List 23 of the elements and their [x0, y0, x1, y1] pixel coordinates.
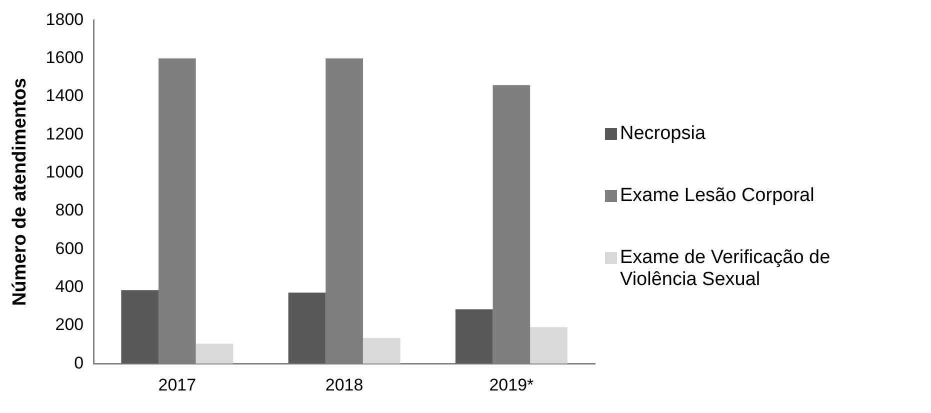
- y-tick-label: 1400: [46, 86, 84, 106]
- bar: [362, 338, 400, 364]
- legend-label: Necropsia: [620, 122, 706, 144]
- y-tick-label: 600: [55, 238, 84, 258]
- legend-label: Exame Lesão Corporal: [620, 184, 814, 206]
- y-tick-label: 800: [55, 200, 84, 220]
- x-tick-label: 2018: [325, 375, 364, 394]
- y-tick-label: 200: [55, 315, 84, 334]
- bar: [121, 290, 159, 364]
- y-axis-title: Número de atendimentos: [10, 78, 31, 306]
- y-tick-label: 1600: [46, 48, 84, 68]
- x-tick-label: 2019*: [489, 375, 534, 394]
- bar: [530, 327, 568, 364]
- bar: [455, 309, 493, 364]
- bar: [196, 344, 234, 364]
- y-tick-label: 1000: [46, 162, 84, 182]
- y-tick-label: 1200: [46, 124, 84, 144]
- legend-label: Exame de Verificação de Violência Sexual: [620, 246, 832, 290]
- y-tick-label: 400: [55, 276, 84, 296]
- y-tick-label: 1800: [46, 10, 84, 29]
- y-tick-label: 0: [74, 353, 84, 372]
- bar: [288, 292, 326, 364]
- x-tick-label: 2017: [158, 375, 196, 394]
